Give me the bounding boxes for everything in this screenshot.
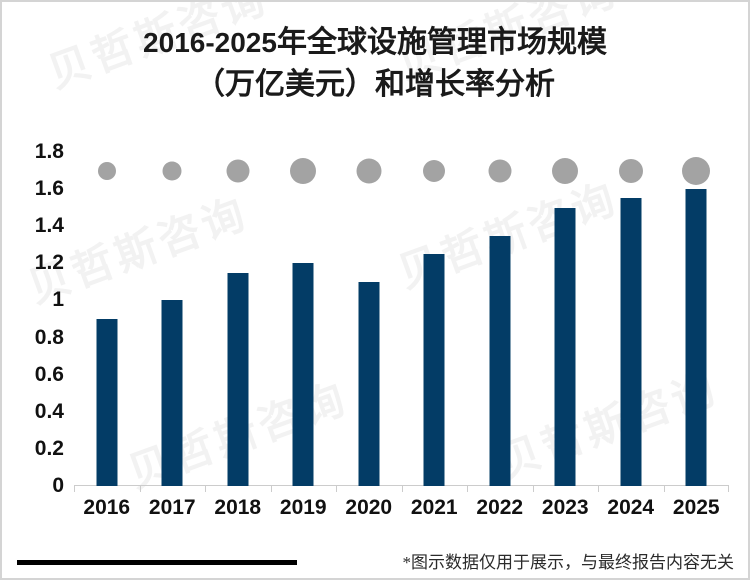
bar-slot [598,152,664,486]
x-axis-tick [205,486,206,492]
bar [292,263,314,486]
x-axis-tick [139,486,141,492]
y-axis-tick-label: 0.4 [34,399,64,423]
x-axis-tick [663,486,665,492]
bar-slot [467,152,533,486]
bar [554,207,576,486]
x-axis-tick-label: 2019 [279,496,327,519]
growth-rate-bubble [290,158,317,184]
x-axis-tick-label: 2020 [345,496,393,519]
bar-slot [664,152,730,486]
chart-title: 2016-2025年全球设施管理市场规模 （万亿美元）和增长率分析 [2,22,748,106]
growth-rate-bubble [618,159,643,183]
plot-area [74,152,730,492]
x-axis-tick [336,486,337,492]
y-axis-tick-label: 0.6 [34,362,64,386]
y-axis-tick-label: 0.2 [34,436,64,460]
y-axis-tick-label: 0.8 [34,325,64,349]
x-axis-tick-label: 2024 [607,496,655,519]
bar-slot [205,152,271,486]
x-axis-tick-label: 2018 [214,496,262,519]
x-axis-tick [532,486,534,492]
y-axis-tick-label: 1 [52,288,64,312]
footer-rule [17,560,297,565]
x-axis-tick [74,486,75,492]
chart-title-line-2: （万亿美元）和增长率分析 [195,68,555,101]
x-axis-line [74,485,729,486]
bar [227,272,249,486]
x-axis-tick-label: 2023 [541,496,589,519]
bar-slot [74,152,140,486]
y-axis-tick-label: 1.2 [34,251,64,275]
growth-rate-bubble [162,161,182,181]
growth-rate-bubble [682,157,711,185]
bar [620,198,642,486]
x-axis-tick [401,486,403,492]
x-axis-tick [270,486,272,492]
growth-rate-bubble [488,159,512,183]
bar [685,189,707,486]
x-axis-tick [467,486,468,492]
bar [358,281,380,486]
x-axis-tick-label: 2025 [672,496,720,519]
bar [96,319,118,486]
growth-rate-bubble [97,162,116,180]
bar-slot [271,152,337,486]
x-axis-tick-label: 2021 [410,496,458,519]
x-axis-tick [598,486,599,492]
y-axis-tick-label: 1.4 [34,214,64,238]
chart-title-rest: 年全球设施管理市场规模 [276,26,607,59]
y-axis-tick-label: 1.6 [34,177,64,201]
x-axis-tick-label: 2022 [476,496,524,519]
bar-slot [402,152,468,486]
bar-slot [336,152,402,486]
growth-rate-bubble [226,159,250,183]
footnote: *图示数据仅用于展示，与最终报告内容无关 [402,553,735,572]
x-axis: 2016 2017 2018 2019 2020 2021 2022 2023 2024 2025 [74,496,729,526]
y-axis-tick-label: 0 [52,474,64,497]
y-axis-tick-label: 1.8 [34,140,64,163]
growth-rate-bubble [423,160,446,182]
x-axis-tick [728,486,729,492]
bar-slot [533,152,599,486]
growth-rate-bubble [552,158,579,184]
bar [161,300,183,486]
growth-rate-bubble [356,158,382,184]
bar-slot [140,152,206,486]
x-axis-tick-label: 2016 [83,496,131,519]
bar [423,254,445,486]
y-axis: 1.8 1.6 1.4 1.2 1 0.8 0.6 0.4 0.2 0 [2,140,64,497]
chart-title-years: 2016-2025 [143,27,277,58]
x-axis-tick-label: 2017 [148,496,196,519]
chart-title-line-1: 2016-2025年全球设施管理市场规模 [2,22,748,64]
bar [489,235,511,486]
